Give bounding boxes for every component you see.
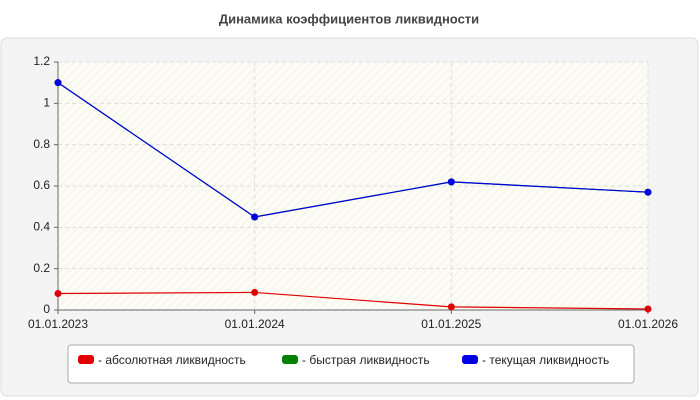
data-point — [251, 288, 259, 296]
legend-swatch — [78, 355, 94, 364]
data-point — [54, 289, 62, 297]
data-point — [54, 79, 62, 87]
series-line — [57, 291, 649, 310]
y-tick-label: 0.4 — [33, 220, 50, 234]
legend-label: - текущая ликвидность — [482, 353, 609, 367]
y-tick-label: 0 — [43, 302, 50, 316]
legend — [67, 344, 635, 384]
x-tick-label: 01.01.2023 — [28, 317, 88, 331]
x-tick-label: 01.01.2026 — [618, 317, 678, 331]
data-point — [644, 188, 652, 196]
x-tick-label: 01.01.2025 — [421, 317, 481, 331]
y-tick-label: 0.8 — [33, 137, 50, 151]
data-point — [447, 178, 455, 186]
chart-title: Динамика коэффициентов ликвидности — [219, 11, 479, 26]
y-tick-label: 1.2 — [33, 54, 50, 68]
data-point — [644, 305, 652, 313]
y-tick-label: 1 — [43, 96, 50, 110]
data-point — [447, 303, 455, 311]
data-point — [251, 213, 259, 221]
legend-label: - быстрая ликвидность — [302, 353, 430, 367]
legend-swatch — [282, 355, 298, 364]
x-tick-label: 01.01.2024 — [225, 317, 285, 331]
y-tick-label: 0.6 — [33, 178, 50, 192]
y-tick-label: 0.2 — [33, 261, 50, 275]
legend-swatch — [462, 355, 478, 364]
legend-label: - абсолютная ликвидность — [98, 353, 246, 367]
series-line — [57, 82, 649, 218]
